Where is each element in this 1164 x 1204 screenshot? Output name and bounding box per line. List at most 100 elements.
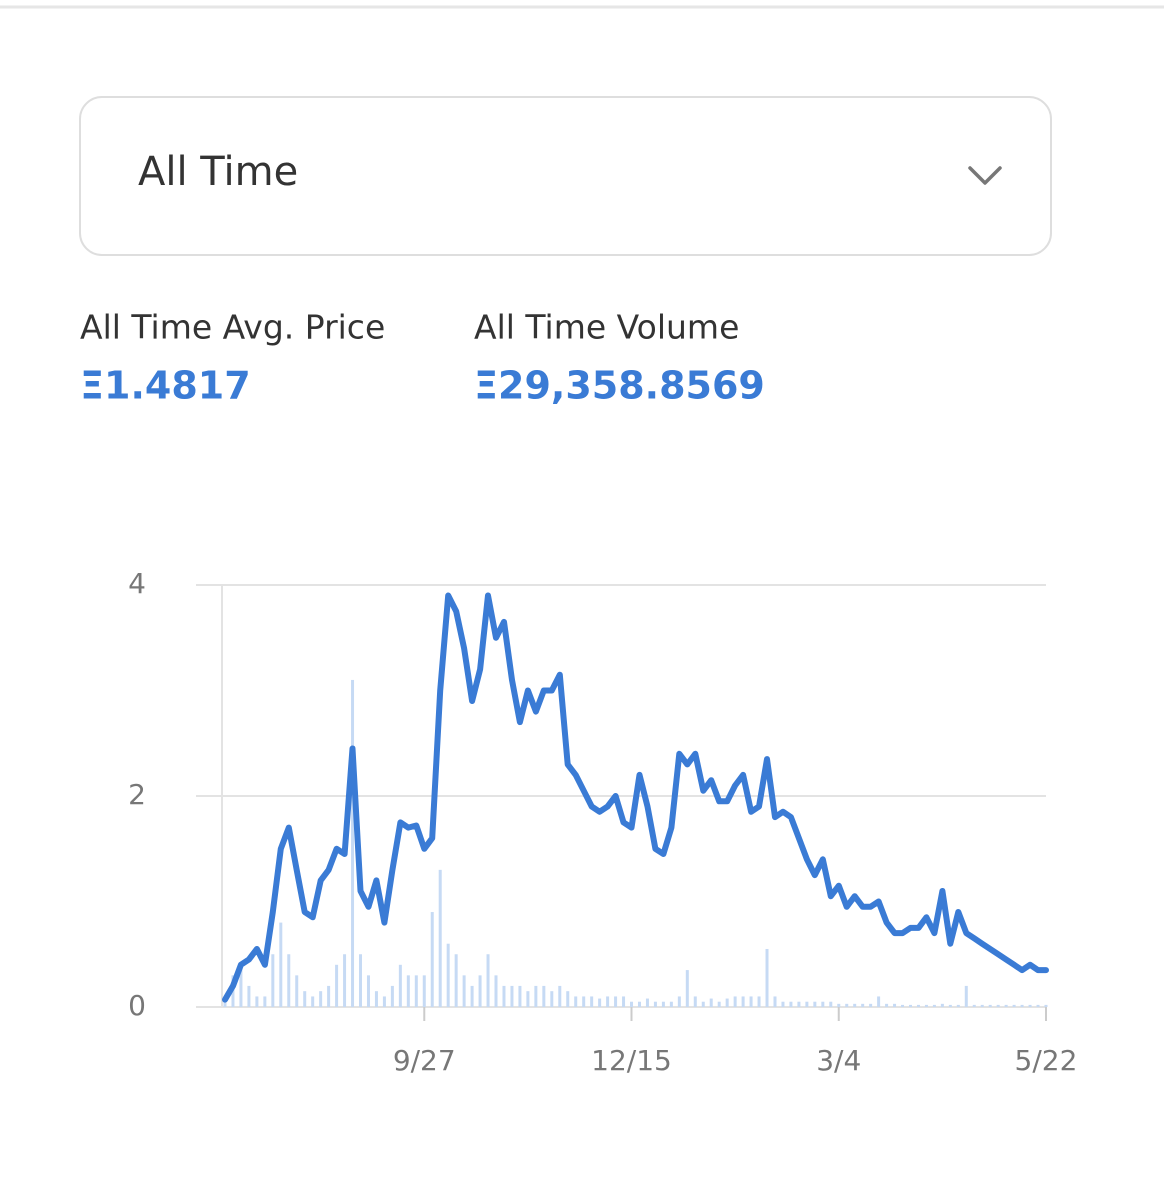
volume-bar (908, 1004, 912, 1007)
volume-bar (940, 1003, 944, 1007)
volume-bar (542, 985, 546, 1007)
volume-bar (279, 922, 283, 1007)
volume-bar (351, 679, 355, 1007)
volume-bar (773, 996, 777, 1007)
volume-bar (327, 985, 331, 1007)
x-tick-label: 5/22 (1015, 1044, 1078, 1077)
x-tick-label: 12/15 (591, 1044, 672, 1077)
volume-bar (598, 998, 602, 1007)
volume-bar (311, 996, 315, 1007)
stat-value: Ξ1.4817 (80, 364, 251, 408)
volume-bar (932, 1004, 936, 1007)
volume-bar (996, 1004, 1000, 1007)
volume-bar (255, 996, 259, 1007)
volume-bar (749, 996, 753, 1007)
volume-bar (964, 985, 968, 1007)
volume-bar (271, 954, 275, 1007)
chevron-icon[interactable] (968, 166, 1002, 185)
volume-bar (645, 998, 649, 1007)
volume-bar (526, 991, 530, 1007)
volume-bar (287, 954, 291, 1007)
time-dropdown[interactable]: All Time (79, 96, 1052, 256)
volume-bar (390, 985, 394, 1007)
volume-bar (518, 985, 522, 1007)
stat-label: All Time Avg. Price (80, 308, 385, 347)
volume-bar (1036, 1004, 1040, 1007)
volume-bar (781, 1001, 785, 1007)
volume-bar (956, 1004, 960, 1007)
volume-bar (382, 996, 386, 1007)
volume-bar (534, 985, 538, 1007)
volume-bar (805, 1001, 809, 1007)
volume-bar (374, 991, 378, 1007)
volume-bar (263, 996, 267, 1007)
volume-bar (709, 998, 713, 1007)
volume-bar (717, 1001, 721, 1007)
volume-bar (980, 1004, 984, 1007)
volume-bar (606, 996, 610, 1007)
volume-bar (693, 996, 697, 1007)
volume-bar (414, 975, 418, 1007)
volume-bar (677, 996, 681, 1007)
volume-bar (1020, 1004, 1024, 1007)
volume-bar (446, 943, 450, 1007)
volume-bar (789, 1001, 793, 1007)
volume-bar (733, 996, 737, 1007)
volume-bar (685, 970, 689, 1007)
volume-bar (669, 1001, 673, 1007)
volume-bar (590, 996, 594, 1007)
price-line (222, 592, 1049, 1003)
volume-bar (837, 1003, 841, 1007)
chart: 0 2 4 9/27 12/15 3/4 5/22 (128, 567, 1077, 1077)
volume-bar (454, 954, 458, 1007)
volume-bar (406, 975, 410, 1007)
stat-value: Ξ29,358.8569 (474, 364, 765, 408)
x-tick-label: 3/4 (816, 1044, 861, 1077)
volume-bar (725, 998, 729, 1007)
volume-bar (924, 1004, 928, 1007)
x-tick-label: 9/27 (393, 1044, 456, 1077)
y-tick-label: 0 (128, 989, 146, 1022)
volume-bar (845, 1003, 849, 1007)
volume-bar (829, 1001, 833, 1007)
volume-bar (239, 964, 243, 1007)
volume-bar (901, 1004, 905, 1007)
volume-bar (653, 1001, 657, 1007)
volume-bar (741, 996, 745, 1007)
volume-bar (366, 975, 370, 1007)
volume-bar (486, 954, 490, 1007)
volume-bar (630, 1001, 634, 1007)
volume-bar (462, 975, 466, 1007)
volume-bar (558, 985, 562, 1007)
volume-bar (478, 975, 482, 1007)
volume-bar (303, 991, 307, 1007)
volume-bar (813, 1001, 817, 1007)
volume-bar (335, 964, 339, 1007)
volume-bar (247, 985, 251, 1007)
y-tick-label: 2 (128, 778, 146, 811)
y-tick-label: 4 (128, 567, 146, 600)
volume-bar (319, 991, 323, 1007)
volume-bar (1004, 1004, 1008, 1007)
volume-bar (582, 996, 586, 1007)
volume-bar (877, 996, 881, 1007)
volume-bar (550, 991, 554, 1007)
volume-bar (1012, 1004, 1016, 1007)
volume-bar (869, 1003, 873, 1007)
volume-bar (494, 975, 498, 1007)
dropdown-box[interactable] (79, 96, 1052, 256)
volume-bar (757, 996, 761, 1007)
volume-bar (438, 869, 442, 1007)
volume-bar (861, 1003, 865, 1007)
volume-bar (502, 985, 506, 1007)
stat-label: All Time Volume (474, 308, 739, 347)
volume-bar (422, 975, 426, 1007)
volume-bar (988, 1004, 992, 1007)
volume-bar (622, 996, 626, 1007)
volume-bar (701, 1001, 705, 1007)
volume-bar (661, 1001, 665, 1007)
volume-bar (853, 1003, 857, 1007)
dropdown-label[interactable]: All Time (138, 149, 298, 195)
